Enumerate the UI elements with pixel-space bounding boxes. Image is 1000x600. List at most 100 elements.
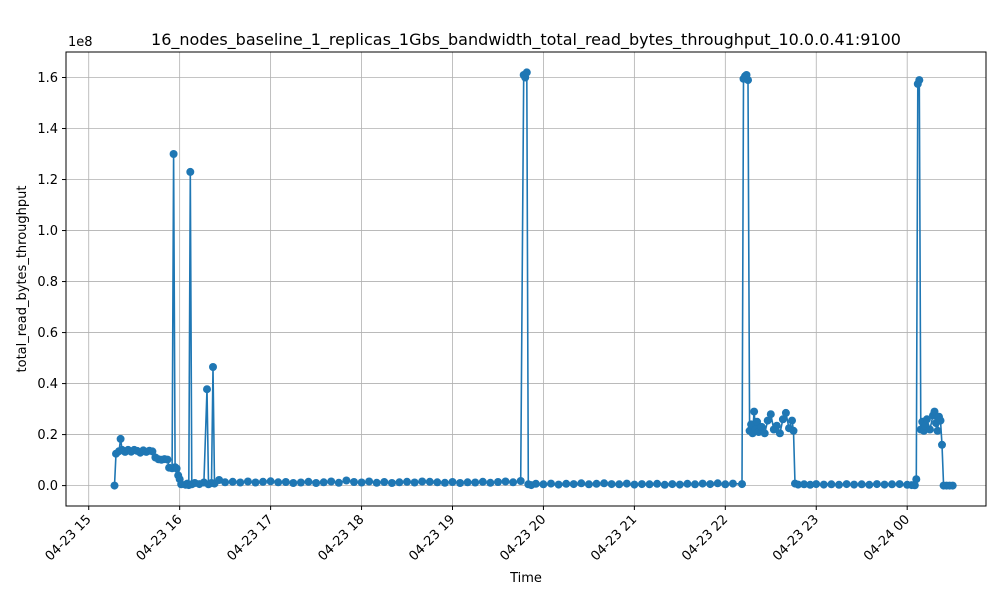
data-point (757, 422, 766, 431)
chart-title: 16_nodes_baseline_1_replicas_1Gbs_bandwi… (151, 30, 901, 50)
y-tick-label: 0.0 (37, 479, 58, 494)
data-point (243, 477, 252, 486)
data-point (872, 480, 881, 489)
x-tick-label: 04-23 21 (588, 512, 640, 564)
data-point (615, 480, 624, 489)
data-point (753, 417, 762, 426)
data-point (738, 480, 746, 489)
y-tick-label: 1.4 (37, 122, 58, 137)
data-point (448, 478, 457, 486)
x-tick-label: 04-23 16 (134, 512, 186, 564)
data-point (645, 480, 654, 489)
data-point (516, 477, 525, 485)
data-point (403, 477, 411, 486)
plot-frame (65, 51, 987, 507)
data-point (274, 478, 283, 487)
data-point (110, 481, 119, 490)
x-tick-label: 04-23 22 (679, 512, 731, 564)
data-point (766, 410, 775, 419)
data-point (547, 479, 555, 488)
data-point (478, 477, 487, 486)
data-point (350, 478, 358, 486)
data-point (842, 480, 851, 489)
data-point (342, 476, 351, 485)
data-point (698, 479, 707, 488)
data-point (501, 477, 510, 486)
data-point (781, 408, 790, 417)
data-point (728, 479, 737, 488)
data-point (675, 480, 684, 489)
x-tick-label: 04-24 00 (861, 512, 913, 564)
data-point (148, 447, 157, 456)
data-point (750, 407, 759, 416)
y-tick-label: 0.6 (37, 326, 58, 341)
series-line (113, 71, 953, 487)
data-point (772, 421, 781, 430)
data-point (425, 477, 434, 486)
data-point (215, 476, 224, 484)
data-point (922, 415, 931, 424)
data-point (116, 434, 125, 443)
data-point (812, 480, 821, 489)
data-point (172, 464, 181, 473)
data-point (760, 429, 769, 438)
data-point (296, 478, 305, 487)
data-point (221, 478, 230, 487)
grid (66, 52, 986, 506)
data-point (630, 480, 639, 489)
data-point (835, 480, 843, 489)
y-tick-label: 1.0 (37, 224, 58, 239)
data-point (933, 426, 942, 435)
data-point (569, 480, 578, 489)
data-point (800, 480, 809, 489)
data-point (186, 167, 195, 176)
data-point (304, 477, 313, 486)
data-point (925, 425, 934, 434)
data-point (744, 76, 752, 85)
data-point (850, 480, 859, 489)
data-point (888, 480, 896, 489)
data-point (721, 480, 730, 489)
data-point (788, 416, 796, 425)
data-point (577, 479, 586, 488)
data-point (660, 480, 669, 489)
x-tick-label: 04-23 17 (225, 512, 277, 564)
data-point (938, 440, 946, 449)
data-point (395, 478, 404, 487)
x-axis-label: Time (509, 571, 542, 586)
data-point (456, 479, 465, 487)
x-tick-label: 04-23 19 (406, 512, 458, 564)
data-point (169, 150, 178, 158)
data-point (266, 477, 275, 486)
data-point (312, 479, 321, 487)
data-point (789, 426, 798, 435)
data-point (494, 478, 502, 486)
data-point (865, 480, 874, 489)
data-point (607, 480, 616, 489)
data-point (948, 481, 957, 490)
data-point (592, 479, 601, 488)
x-axis: 04-23 15 04-23 16 04-23 17 04-23 18 04-23 19… (43, 506, 913, 564)
data-point (683, 479, 692, 488)
data-point (418, 477, 427, 486)
y-axis: 0.0 0.2 0.4 0.6 0.8 1.0 1.2 1.4 1.6 (37, 71, 66, 494)
data-point (584, 480, 593, 489)
data-point (763, 416, 772, 425)
data-point (713, 479, 722, 488)
data-point (915, 76, 924, 85)
data-point (203, 385, 211, 394)
data-point (410, 478, 419, 487)
data-point (668, 480, 677, 489)
y-tick-label: 0.2 (37, 428, 58, 443)
data-point (562, 479, 571, 488)
data-point (228, 477, 237, 486)
data-point (372, 478, 381, 487)
data-point (600, 479, 609, 488)
data-point (209, 363, 217, 371)
data-point (912, 475, 921, 484)
x-tick-label: 04-23 20 (497, 512, 549, 564)
data-point (880, 480, 889, 489)
data-point (327, 477, 336, 486)
data-point (622, 479, 631, 488)
